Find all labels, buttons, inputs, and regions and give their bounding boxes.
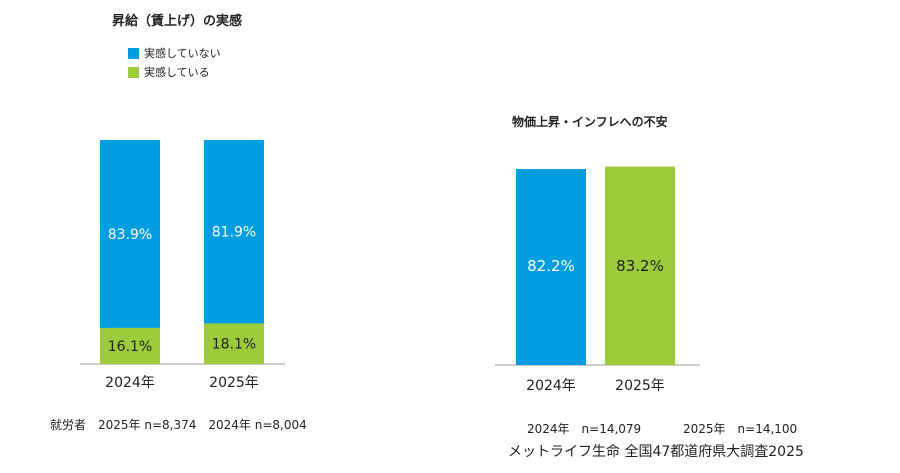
chart1-label-not-feel-1: 81.9% [212, 225, 256, 241]
chart2-category-1: 2025年 [615, 378, 665, 394]
chart1-label-feel-1: 18.1% [212, 337, 256, 353]
legend-not-feel: 実感していない [128, 45, 221, 61]
chart1-title: 昇給（賃上げ）の実感 [112, 14, 243, 29]
legend-label-not-feel: 実感していない [144, 47, 221, 60]
legend-feel: 実感している [128, 64, 210, 80]
chart1-category-1: 2025年 [209, 375, 259, 391]
chart2-sample-note-2024: 2024年 n=14,079 [527, 422, 642, 436]
chart1-label-not-feel-0: 83.9% [108, 227, 152, 243]
chart1-sample-note: 就労者 2025年 n=8,374 2024年 n=8,004 [50, 418, 307, 432]
chart2-value-label-0: 82.2% [527, 257, 575, 275]
chart2-value-label-1: 83.2% [616, 257, 664, 275]
chart2-plot: 82.2% 2024年 83.2% 2025年 [495, 166, 700, 394]
source-credit: メットライフ生命 全国47都道府県大調査2025 [508, 444, 804, 460]
chart2-category-0: 2024年 [526, 378, 576, 394]
chart1-category-0: 2024年 [105, 375, 155, 391]
chart1-bar-not-feel-1 [204, 140, 264, 324]
chart2-bar-1 [605, 166, 675, 365]
chart2-sample-note-2025: 2025年 n=14,100 [683, 422, 798, 436]
chart2-bar-0 [516, 169, 586, 365]
chart1-plot: 83.9% 16.1% 2024年 81.9% 18.1% 2025年 [80, 140, 285, 391]
chart2-title: 物価上昇・インフレへの不安 [512, 115, 668, 129]
legend-swatch-not-feel [128, 47, 139, 59]
chart1-label-feel-0: 16.1% [108, 339, 152, 355]
chart1-bar-not-feel-0 [100, 140, 160, 328]
legend-label-feel: 実感している [144, 66, 210, 79]
chart1-bar-feel-0 [100, 327, 160, 364]
chart1-bar-feel-1 [204, 323, 264, 364]
legend-swatch-feel [128, 66, 139, 78]
